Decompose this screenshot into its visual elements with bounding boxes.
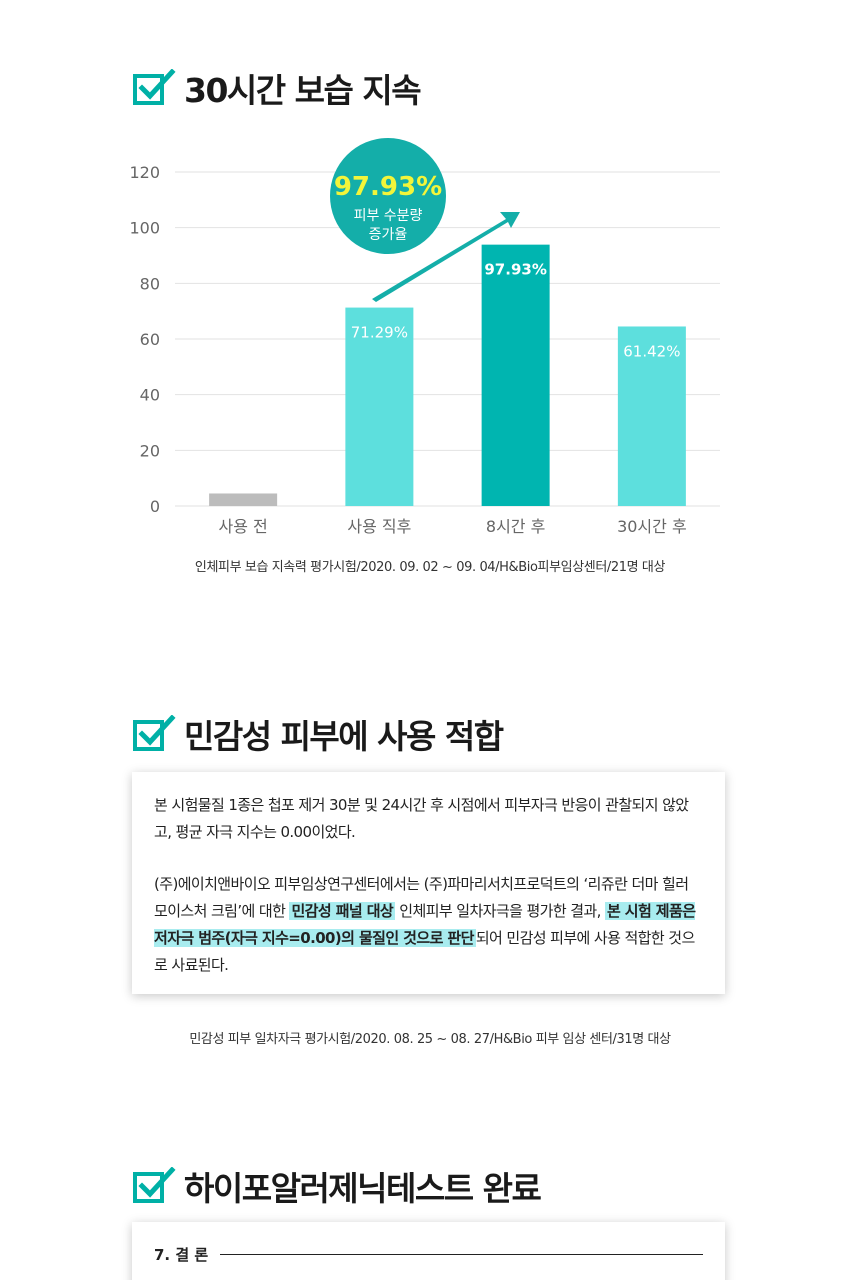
section3-heading: 하이포알러제닉테스트 완료	[132, 1162, 542, 1210]
y-tick-label: 80	[140, 274, 160, 293]
chart-caption: 인체피부 보습 지속력 평가시험/2020. 09. 02 ~ 09. 04/H…	[194, 560, 666, 575]
y-tick-label: 40	[140, 386, 160, 405]
moisture-bar-chart: 0 20 40 60 80 100 120 사용 전 71.29% 사용 직후 97.93% 8시간 …	[129, 138, 720, 536]
bar	[209, 493, 278, 506]
badge-line1: 피부 수분량	[354, 208, 423, 224]
bar	[345, 307, 414, 506]
checkbox-check-icon	[133, 69, 176, 105]
checkbox-check-icon	[133, 1167, 176, 1203]
badge-value: 97.93%	[334, 172, 442, 202]
conclusion-label: 7. 결 론	[154, 1246, 209, 1264]
bar-value-label: 61.42%	[623, 342, 680, 360]
result-paragraph-2: (주)에이치앤바이오 피부임상연구센터에서는 (주)파마리서치프로덕트의 ‘리쥬…	[154, 875, 696, 974]
y-tick-label: 0	[150, 497, 160, 516]
section1-title: 30시간 보습 지속	[184, 71, 422, 110]
badge-circle	[330, 138, 446, 254]
section2-title: 민감성 피부에 사용 적합	[184, 717, 504, 756]
checkbox-check-icon	[133, 715, 176, 751]
bar	[481, 244, 550, 506]
y-tick-label: 60	[140, 330, 160, 349]
x-tick-label: 8시간 후	[486, 517, 545, 536]
conclusion-rule	[220, 1254, 703, 1255]
section1-heading: 30시간 보습 지속	[132, 64, 422, 112]
highlight-sensitive-panel: 민감성 패널 대상	[289, 902, 396, 920]
y-tick-label: 20	[140, 441, 160, 460]
y-tick-label: 120	[129, 163, 160, 182]
x-tick-label: 30시간 후	[617, 517, 687, 536]
section2-heading: 민감성 피부에 사용 적합	[132, 710, 504, 758]
result-paragraph-1: 본 시험물질 1종은 첩포 제거 30분 및 24시간 후 시점에서 피부자극 …	[154, 796, 689, 841]
bar-value-label: 71.29%	[351, 324, 408, 342]
hypoallergenic-card: 7. 결 론	[132, 1222, 725, 1280]
section3-title: 하이포알러제닉테스트 완료	[184, 1169, 542, 1208]
x-tick-label: 사용 전	[219, 517, 268, 536]
x-tick-label: 사용 직후	[347, 517, 411, 536]
bar	[617, 326, 686, 506]
conclusion-row: 7. 결 론	[132, 1222, 725, 1265]
sensitivity-caption: 민감성 피부 일차자극 평가시험/2020. 08. 25 ~ 08. 27/H…	[189, 1032, 671, 1047]
y-tick-label: 100	[129, 219, 160, 238]
bar-value-label: 97.93%	[484, 261, 546, 279]
sensitivity-result-card: 본 시험물질 1종은 첩포 제거 30분 및 24시간 후 시점에서 피부자극 …	[132, 772, 725, 994]
badge-line2: 증가율	[369, 227, 408, 243]
trend-arrow-icon	[372, 212, 520, 302]
